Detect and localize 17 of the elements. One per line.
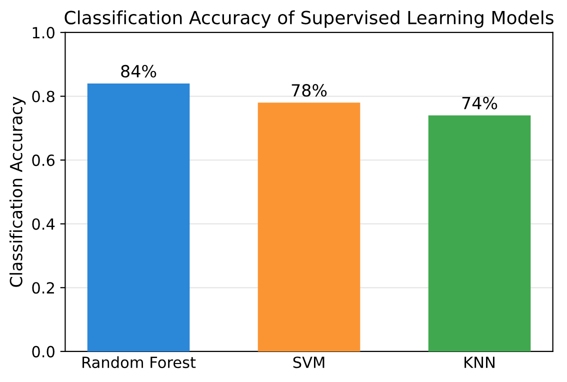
y-tick-label: 0.2 [32,282,54,294]
x-tick-label: Random Forest [82,356,196,368]
bar [428,115,531,352]
chart-title: Classification Accuracy of Supervised Learning Models [64,10,554,28]
y-tick-label: 0.0 [32,346,54,358]
y-tick-label: 0.8 [32,90,54,102]
x-tick-label: SVM [293,356,324,368]
bar [87,84,190,352]
data-label: 78% [292,84,327,97]
data-label: 74% [462,96,498,110]
y-tick-label: 1.0 [32,26,54,38]
y-tick-label: 0.4 [32,218,55,230]
bar [258,102,360,352]
data-label: 84% [121,64,156,78]
y-tick-label: 0.6 [32,154,55,166]
y-axis-title: Classification Accuracy [10,96,26,287]
x-tick-label: KNN [464,356,494,368]
